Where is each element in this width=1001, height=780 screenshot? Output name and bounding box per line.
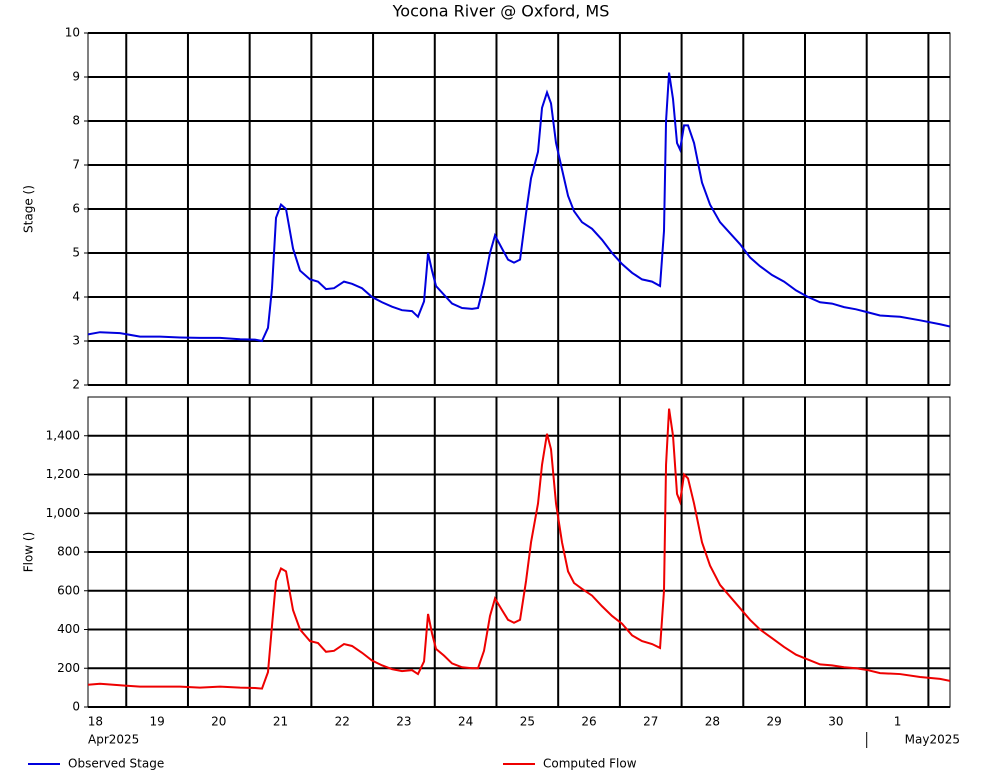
x-tick-label: 21 — [273, 715, 288, 729]
y-tick-label: 9 — [72, 70, 80, 84]
x-tick-label: 18 — [88, 715, 103, 729]
x-tick-label: 1 — [894, 715, 902, 729]
y-tick-label: 600 — [57, 583, 80, 597]
legend-label: Observed Stage — [68, 757, 164, 771]
y-tick-label: 6 — [72, 202, 80, 216]
x-tick-label: 19 — [149, 715, 164, 729]
y-tick-label: 1,000 — [46, 506, 80, 520]
x-tick-label: 23 — [396, 715, 411, 729]
x-tick-label: 29 — [767, 715, 782, 729]
series-line — [88, 408, 950, 690]
x-tick-label: 26 — [581, 715, 596, 729]
y-tick-label: 7 — [72, 158, 80, 172]
chart-title: Yocona River @ Oxford, MS — [392, 2, 610, 21]
y-tick-label: 1,200 — [46, 467, 80, 481]
y-tick-label: 800 — [57, 545, 80, 559]
y-tick-label: 4 — [72, 290, 80, 304]
x-tick-label: 25 — [520, 715, 535, 729]
x-tick-label: 27 — [643, 715, 658, 729]
x-tick-label: 22 — [335, 715, 350, 729]
y-tick-label: 5 — [72, 246, 80, 260]
month-label: May2025 — [905, 733, 960, 747]
y-axis-label: Flow () — [22, 532, 36, 573]
x-tick-label: 28 — [705, 715, 720, 729]
y-tick-label: 10 — [65, 26, 80, 40]
y-tick-label: 3 — [72, 334, 80, 348]
y-axis-label: Stage () — [22, 185, 36, 233]
y-tick-label: 8 — [72, 114, 80, 128]
y-tick-label: 0 — [72, 700, 80, 714]
month-label: Apr2025 — [88, 733, 139, 747]
x-tick-label: 24 — [458, 715, 473, 729]
legend-label: Computed Flow — [543, 757, 637, 771]
y-tick-label: 200 — [57, 661, 80, 675]
x-tick-label: 20 — [211, 715, 226, 729]
x-tick-label: 30 — [828, 715, 843, 729]
y-tick-label: 1,400 — [46, 428, 80, 442]
series-line — [88, 72, 950, 343]
y-tick-label: 2 — [72, 378, 80, 392]
y-tick-label: 400 — [57, 622, 80, 636]
